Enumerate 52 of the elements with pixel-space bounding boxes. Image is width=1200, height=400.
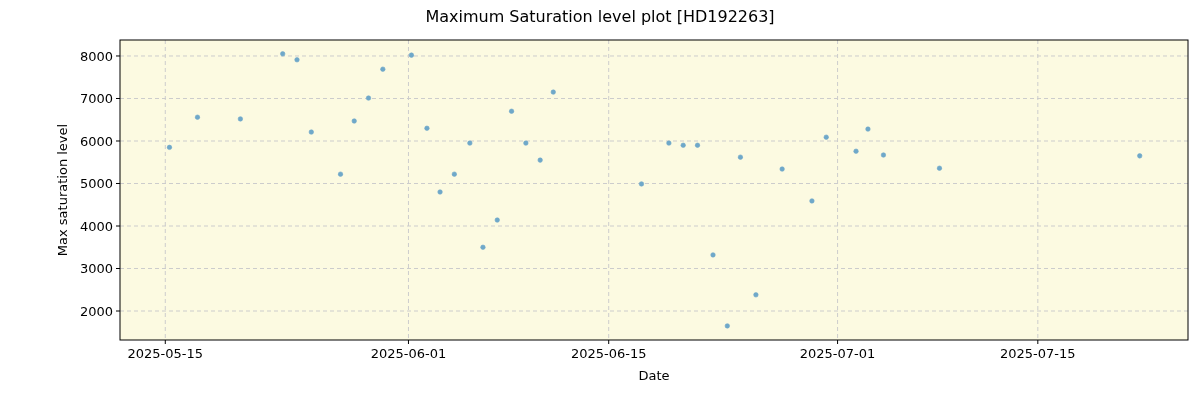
point	[408, 52, 414, 58]
point	[494, 217, 500, 223]
chart-title: Maximum Saturation level plot [HD192263]	[425, 7, 775, 26]
point	[779, 166, 785, 172]
point	[853, 148, 859, 154]
point	[480, 244, 486, 250]
point	[1137, 153, 1143, 159]
point	[694, 142, 701, 148]
point	[680, 142, 686, 148]
point	[537, 157, 543, 163]
point	[710, 252, 716, 258]
point	[823, 134, 829, 140]
point	[237, 116, 243, 122]
x-tick-label: 2025-06-01	[370, 346, 447, 361]
y-tick-label: 2000	[79, 303, 113, 319]
point	[280, 51, 286, 57]
y-tick-label: 5000	[79, 176, 113, 192]
point	[294, 57, 300, 63]
y-tick-label: 7000	[79, 91, 113, 107]
point	[424, 125, 430, 131]
x-tick-label: 2025-07-01	[799, 346, 876, 361]
x-tick-label: 2025-05-15	[127, 346, 204, 361]
point	[865, 126, 871, 132]
point	[936, 165, 943, 171]
x-tick-label: 2025-07-15	[1000, 346, 1076, 361]
point	[666, 140, 672, 146]
point	[753, 292, 759, 298]
point	[523, 140, 529, 146]
point	[365, 95, 372, 101]
point	[337, 171, 344, 177]
point	[550, 89, 556, 95]
point	[880, 152, 887, 158]
y-tick-label: 6000	[79, 133, 113, 149]
point	[166, 144, 173, 150]
point	[437, 189, 443, 195]
point	[724, 323, 730, 329]
point	[509, 108, 515, 114]
point	[308, 129, 314, 135]
point	[809, 198, 815, 204]
point	[380, 66, 386, 72]
y-tick-label: 8000	[79, 48, 113, 64]
point	[194, 114, 201, 120]
y-tick-label: 3000	[79, 261, 113, 277]
y-tick-label: 4000	[79, 218, 113, 234]
point	[638, 181, 645, 187]
y-axis-title: Max saturation level	[55, 123, 70, 257]
point	[467, 140, 473, 146]
point	[351, 118, 357, 124]
x-tick-label: 2025-06-15	[570, 346, 647, 361]
point	[737, 154, 743, 160]
x-axis-title: Date	[638, 368, 670, 383]
point	[451, 171, 457, 177]
